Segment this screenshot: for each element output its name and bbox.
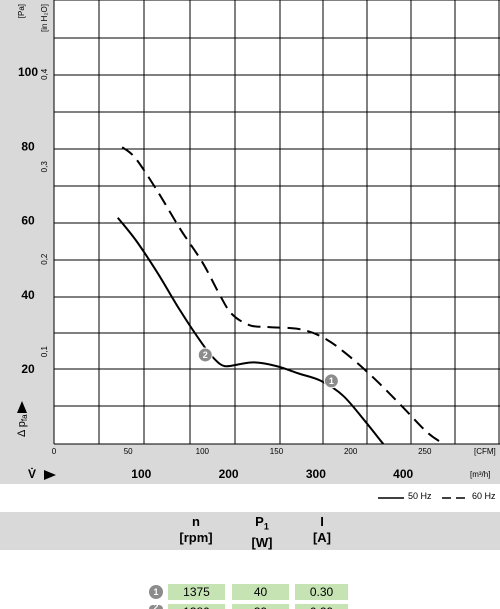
svg-text:Δ pfa: Δ pfa xyxy=(16,414,29,437)
header-i: I [A] xyxy=(294,514,350,546)
inh2o-tick-label: 0,4 xyxy=(40,68,49,80)
performance-table: n [rpm] P1 [W] I [A] 1 1375 40 0.30 2 13… xyxy=(0,512,500,609)
pa-tick-label: 20 xyxy=(21,362,35,376)
header-p1-sub: 1 xyxy=(263,521,269,532)
x-axis-band xyxy=(54,444,500,484)
legend-label-60hz: 60 Hz xyxy=(472,491,496,501)
m3h-tick-label: 300 xyxy=(306,467,326,481)
cfm-unit-label: [CFM] xyxy=(474,447,496,456)
row-1-badge: 1 xyxy=(149,585,163,599)
row-1-p1: 40 xyxy=(232,584,289,600)
row-2-i: 0.29 xyxy=(295,604,348,609)
y-axis-band xyxy=(0,0,54,484)
header-n-unit: [rpm] xyxy=(179,530,213,545)
x-axis-title: V̇ xyxy=(28,466,36,481)
tick-labels: 100 80 60 40 20 0,4 0,3 0,2 0,1 0 50 100 150 200 250 10… xyxy=(18,65,432,481)
header-p1: P1 [W] xyxy=(234,514,290,551)
header-n-main: n xyxy=(192,514,200,529)
cfm-tick-label: 0 xyxy=(52,447,57,456)
header-n: n [rpm] xyxy=(168,514,224,546)
curve-marker-1 xyxy=(323,373,339,389)
m3h-tick-label: 400 xyxy=(393,467,413,481)
cfm-tick-label: 50 xyxy=(124,447,133,456)
curve-marker-2 xyxy=(197,347,213,363)
row-1-n: 1375 xyxy=(168,584,225,600)
plot-area xyxy=(54,0,500,444)
y-axis-title-sub: fa xyxy=(20,414,29,421)
inh2o-tick-label: 0,2 xyxy=(40,253,49,265)
y-axis-arrow-icon xyxy=(17,401,27,413)
cfm-tick-label: 100 xyxy=(196,447,210,456)
cfm-tick-label: 150 xyxy=(270,447,284,456)
pa-tick-label: 60 xyxy=(21,214,35,228)
curve-50hz xyxy=(117,217,385,445)
header-i-unit: [A] xyxy=(312,530,332,545)
table-header-band xyxy=(0,512,500,550)
curves xyxy=(117,146,445,445)
curve-marker-label: 2 xyxy=(203,350,208,360)
inh2o-unit-label: [in H₂O] xyxy=(40,4,49,32)
y-axis-title: Δ pfa xyxy=(16,414,29,437)
cfm-tick-label: 200 xyxy=(344,447,358,456)
header-p1-unit: [W] xyxy=(251,534,273,550)
row-1-i: 0.30 xyxy=(295,584,348,600)
curve-marker-label: 1 xyxy=(329,376,334,386)
pa-tick-label: 80 xyxy=(21,139,35,153)
row-2-n: 1380 xyxy=(168,604,225,609)
m3h-tick-label: 200 xyxy=(219,467,239,481)
m3h-tick-label: 100 xyxy=(131,467,151,481)
header-i-main: I xyxy=(320,514,324,529)
y-axis-title-main: Δ p xyxy=(16,421,28,437)
legend: 50 Hz 60 Hz xyxy=(0,484,500,512)
inh2o-tick-label: 0,1 xyxy=(40,345,49,357)
x-axis-arrow-icon xyxy=(44,470,56,480)
legend-label-50hz: 50 Hz xyxy=(408,491,432,501)
cfm-tick-label: 250 xyxy=(418,447,432,456)
curve-60hz xyxy=(121,146,445,445)
pa-unit-label: [Pa] xyxy=(17,4,26,18)
row-2-badge: 2 xyxy=(149,605,163,609)
fan-curve-chart: 100 80 60 40 20 0,4 0,3 0,2 0,1 0 50 100 150 200 250 10… xyxy=(0,0,500,484)
inh2o-tick-label: 0,3 xyxy=(40,161,49,173)
row-2-p1: 39 xyxy=(232,604,289,609)
grid-lines xyxy=(53,0,500,445)
m3h-unit-label: [m³/h] xyxy=(470,470,490,479)
curve-markers: 12 xyxy=(197,347,339,389)
pa-tick-label: 100 xyxy=(18,65,38,79)
header-p1-letter: P xyxy=(255,514,264,529)
pa-tick-label: 40 xyxy=(21,288,35,302)
header-p1-main: P1 xyxy=(234,514,290,535)
